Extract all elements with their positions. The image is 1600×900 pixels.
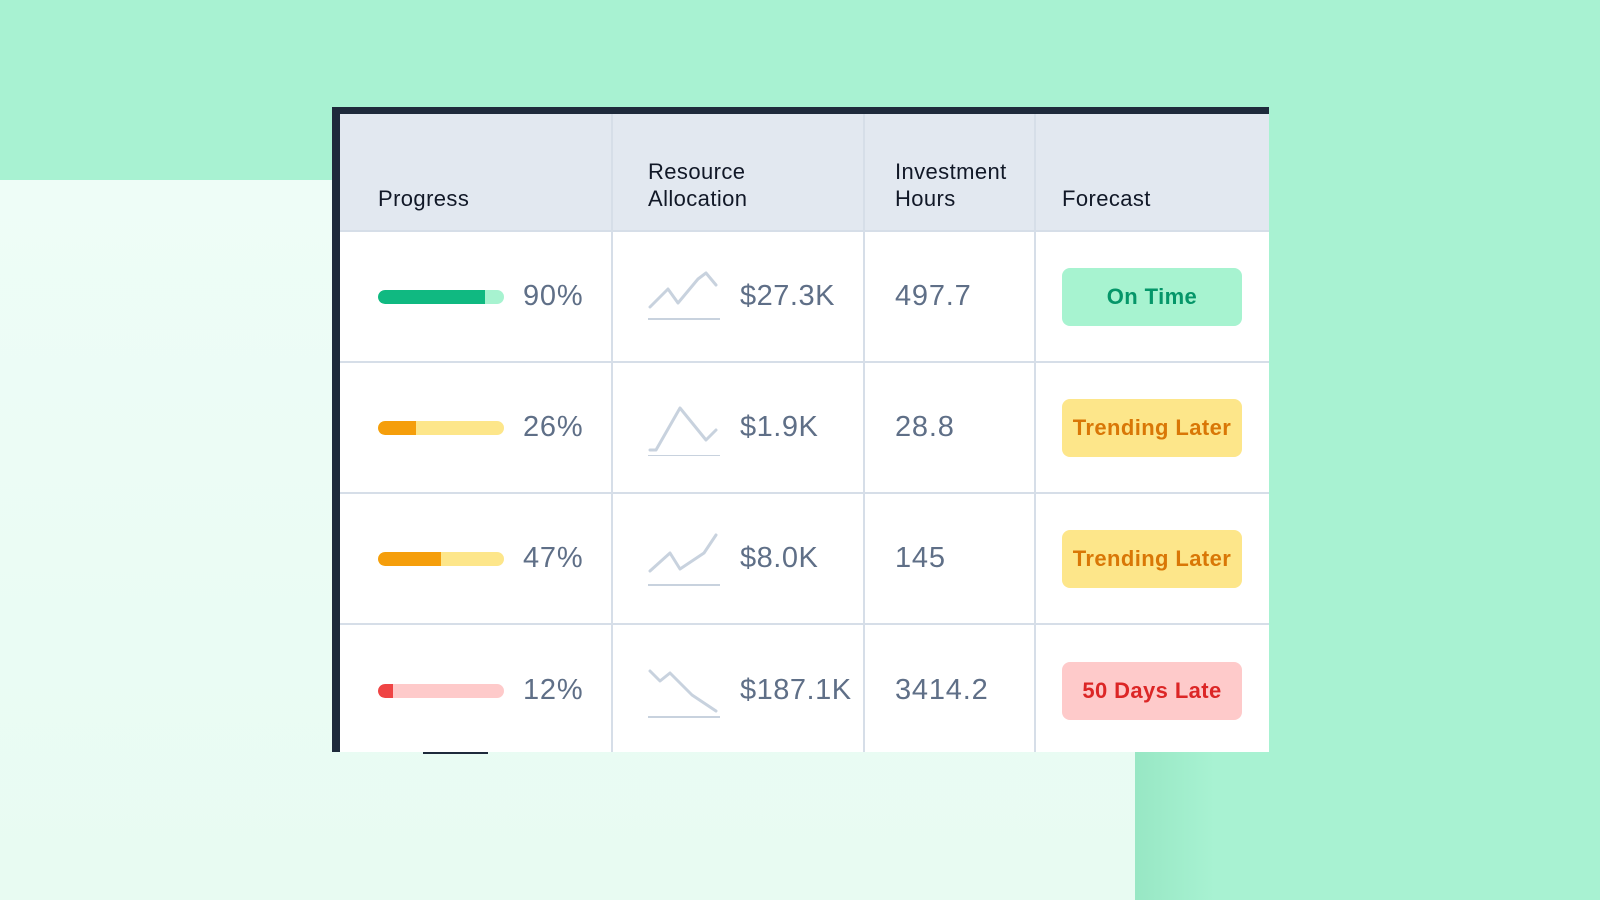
progress-percent: 47% (523, 542, 584, 574)
progress-bar (378, 420, 504, 435)
progress-bar (378, 551, 504, 566)
header-forecast-cell: Forecast (1036, 114, 1269, 230)
progress-percent: 90% (523, 280, 584, 312)
forecast-badge[interactable]: 50 Days Late (1062, 661, 1242, 720)
hours-cell: 3414.2 (865, 625, 1036, 752)
progress-cell: 26% (340, 363, 613, 492)
resource-cell: $1.9K (613, 363, 865, 492)
investment-hours-value: 3414.2 (895, 674, 989, 706)
trend-up-sparkline-icon (648, 271, 720, 320)
peak-sparkline-icon (648, 406, 720, 456)
table-row[interactable]: 47% $8.0K 145 Trending Later (340, 494, 1269, 625)
resource-allocation-value: $187.1K (740, 674, 852, 706)
background-shadow (1135, 740, 1215, 900)
hours-cell: 28.8 (865, 363, 1036, 492)
forecast-badge[interactable]: Trending Later (1062, 398, 1242, 457)
progress-bar (378, 683, 504, 698)
project-table: Progress Resource Allocation Investment … (340, 114, 1269, 752)
hours-cell: 145 (865, 494, 1036, 623)
column-header-progress: Progress (378, 186, 470, 211)
table-row[interactable]: 12% $187.1K 3414.2 50 Days Late (340, 625, 1269, 752)
forecast-cell: 50 Days Late (1036, 625, 1269, 752)
table-header-row: Progress Resource Allocation Investment … (340, 114, 1269, 232)
forecast-badge[interactable]: On Time (1062, 267, 1242, 326)
progress-cell: 90% (340, 232, 613, 361)
progress-percent: 12% (523, 674, 584, 706)
table-row[interactable]: 90% $27.3K 497.7 On Time (340, 232, 1269, 363)
table-row[interactable]: 26% $1.9K 28.8 Trending Later (340, 363, 1269, 494)
header-resource-cell: Resource Allocation (613, 114, 865, 230)
forecast-badge[interactable]: Trending Later (1062, 529, 1242, 588)
progress-bar-fill (378, 420, 416, 435)
resource-cell: $187.1K (613, 625, 865, 752)
forecast-cell: Trending Later (1036, 363, 1269, 492)
forecast-cell: Trending Later (1036, 494, 1269, 623)
progress-percent: 26% (523, 411, 584, 443)
resource-allocation-value: $1.9K (740, 411, 819, 443)
investment-hours-value: 28.8 (895, 411, 955, 443)
progress-cell: 12% (340, 625, 613, 752)
resource-allocation-value: $8.0K (740, 542, 819, 574)
header-progress-cell: Progress (340, 114, 613, 230)
column-header-resource-allocation: Resource Allocation (648, 159, 748, 211)
progress-bar-fill (378, 551, 441, 566)
resource-cell: $8.0K (613, 494, 865, 623)
progress-bar (378, 289, 504, 304)
hours-cell: 497.7 (865, 232, 1036, 361)
resource-cell: $27.3K (613, 232, 865, 361)
header-hours-cell: Investment Hours (865, 114, 1036, 230)
progress-bar-fill (378, 289, 486, 304)
column-header-investment-hours: Investment Hours (895, 159, 1007, 211)
column-header-forecast: Forecast (1062, 186, 1151, 211)
trend-up-sparkline-icon (648, 533, 720, 586)
trend-down-sparkline-icon (648, 669, 720, 718)
forecast-cell: On Time (1036, 232, 1269, 361)
investment-hours-value: 497.7 (895, 280, 972, 312)
progress-cell: 47% (340, 494, 613, 623)
resource-allocation-value: $27.3K (740, 280, 835, 312)
progress-bar-fill (378, 683, 394, 698)
investment-hours-value: 145 (895, 542, 946, 574)
